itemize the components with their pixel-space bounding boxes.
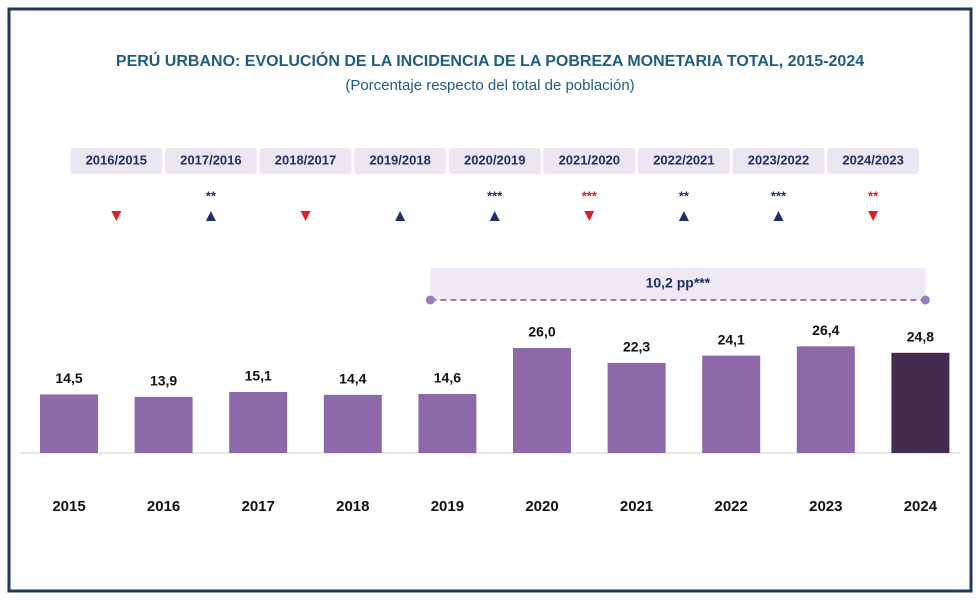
arrow-up: [205, 211, 216, 221]
value-label: 14,4: [339, 371, 366, 387]
arrow-up: [773, 211, 784, 221]
bar: [229, 391, 288, 453]
significance-stars: ***: [582, 188, 598, 203]
value-label: 24,1: [718, 331, 745, 347]
comparison-box: [637, 148, 730, 174]
bar: [607, 362, 666, 453]
arrow-down: [584, 211, 595, 221]
x-tick-label: 2019: [431, 498, 464, 515]
significance-stars: **: [679, 188, 690, 203]
annotation-text: 10,2 pp***: [646, 275, 711, 291]
value-label: 14,6: [434, 370, 461, 386]
significance-stars: ***: [487, 188, 503, 203]
bar: [323, 394, 382, 453]
comparison-label: 2023/2022: [748, 152, 809, 167]
comparison-box: [164, 148, 257, 174]
comparison-box: [448, 148, 541, 174]
bar: [796, 346, 855, 453]
x-tick-label: 2016: [147, 498, 180, 515]
comparison-label: 2017/2016: [180, 152, 241, 167]
bar: [418, 394, 477, 453]
chart-subtitle: (Porcentaje respecto del total de poblac…: [345, 77, 634, 94]
x-tick-label: 2018: [336, 498, 369, 515]
arrow-up: [489, 211, 500, 221]
bar: [134, 396, 193, 453]
comparison-label: 2024/2023: [842, 152, 903, 167]
bar: [891, 352, 950, 453]
annotation-end: [920, 295, 930, 305]
comparison-label: 2019/2018: [369, 152, 430, 167]
annotation-end: [425, 295, 435, 305]
comparison-box: [543, 148, 636, 174]
comparison-label: 2020/2019: [464, 152, 525, 167]
comparison-label: 2022/2021: [653, 152, 714, 167]
value-label: 26,4: [812, 322, 839, 338]
value-label: 26,0: [528, 324, 555, 340]
bar: [40, 394, 98, 453]
arrow-down: [868, 211, 879, 221]
x-tick-label: 2024: [904, 498, 938, 515]
x-tick-label: 2020: [525, 498, 558, 515]
significance-stars: **: [868, 188, 879, 203]
comparison-label: 2016/2015: [86, 152, 147, 167]
comparison-box: [70, 148, 163, 174]
x-tick-label: 2022: [715, 498, 748, 515]
value-label: 24,8: [907, 329, 934, 345]
value-label: 15,1: [245, 368, 272, 384]
arrow-down: [111, 211, 122, 221]
x-tick-label: 2015: [52, 498, 85, 515]
significance-stars: ***: [771, 188, 787, 203]
chart-title: PERÚ URBANO: EVOLUCIÓN DE LA INCIDENCIA …: [116, 51, 864, 70]
bar: [513, 347, 571, 453]
x-tick-label: 2021: [620, 498, 653, 515]
x-tick-label: 2023: [809, 498, 842, 515]
value-label: 13,9: [150, 373, 177, 389]
bar: [702, 355, 761, 453]
significance-stars: **: [206, 188, 217, 203]
x-tick-label: 2017: [242, 498, 275, 515]
comparison-box: [354, 148, 447, 174]
comparison-box: [732, 148, 825, 174]
comparison-label: 2021/2020: [559, 152, 620, 167]
comparison-label: 2018/2017: [275, 152, 336, 167]
value-label: 14,5: [55, 370, 82, 386]
annotation-box: [430, 268, 926, 300]
arrow-up: [678, 211, 689, 221]
arrow-down: [300, 211, 311, 221]
value-label: 22,3: [623, 339, 650, 355]
comparison-box: [827, 148, 920, 174]
arrow-up: [395, 211, 406, 221]
comparison-box: [259, 148, 352, 174]
